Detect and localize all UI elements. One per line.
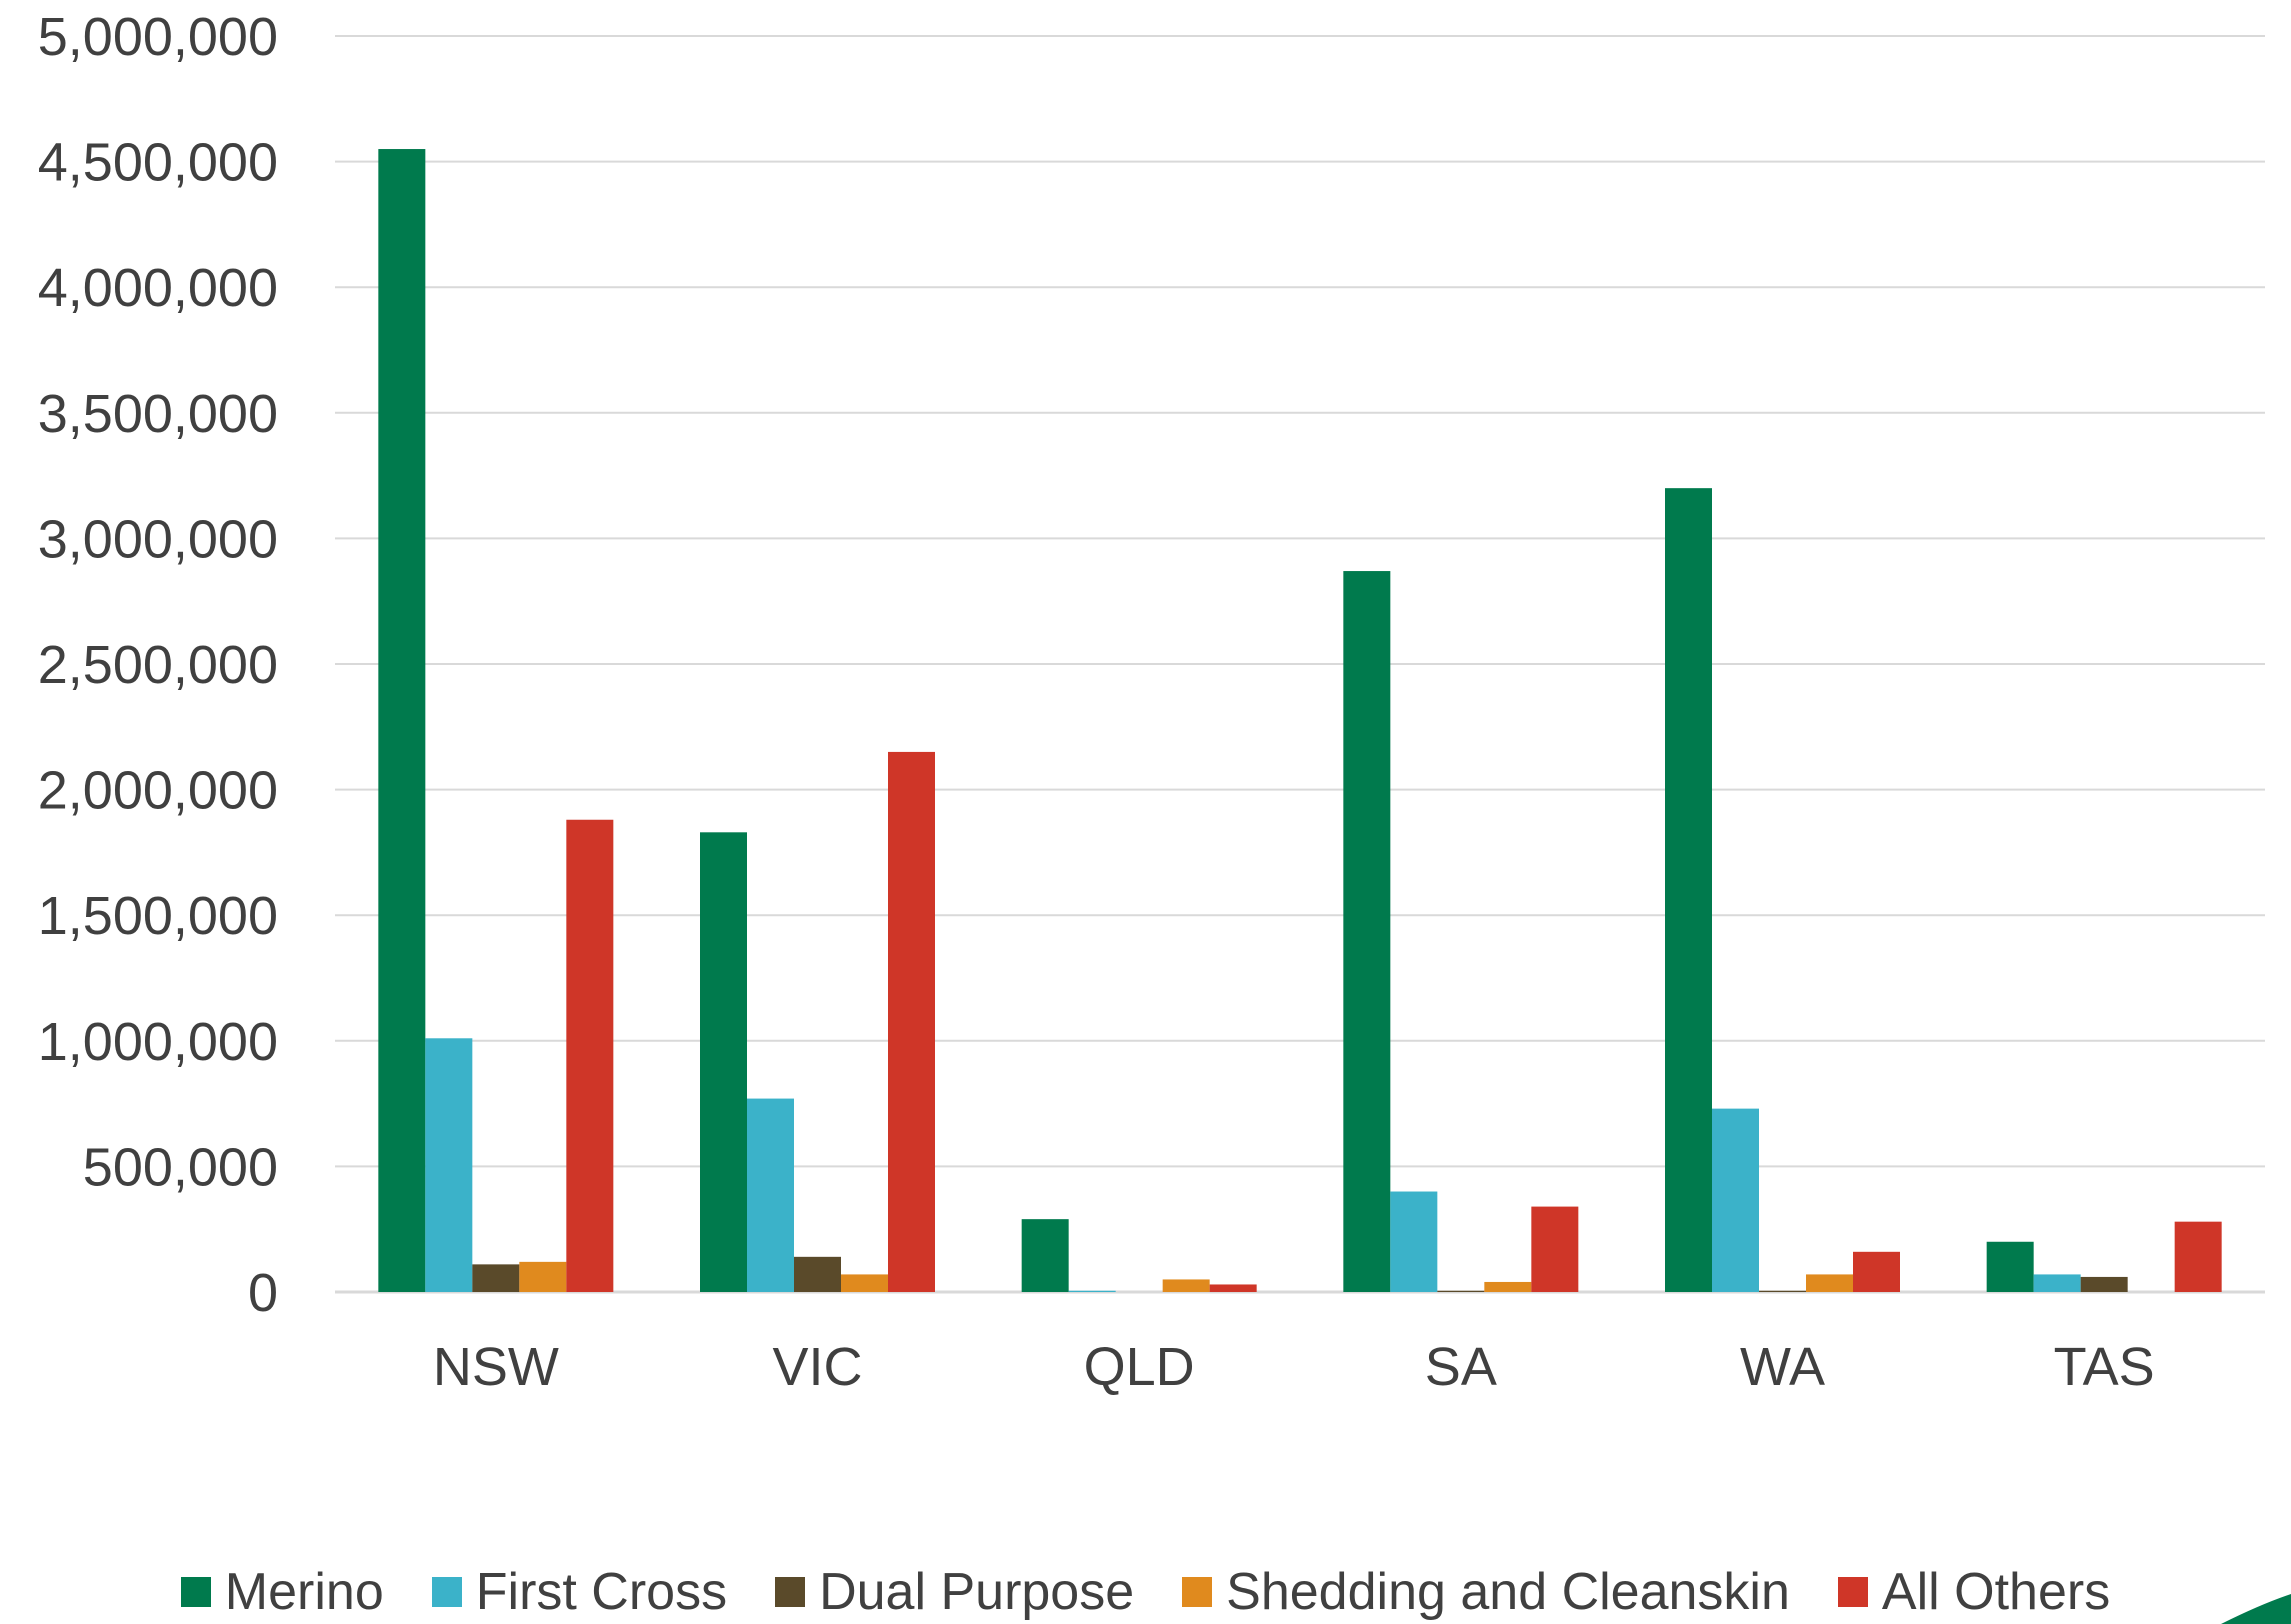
bar-qld-shedding-and-cleanskin [1162, 1279, 1210, 1292]
bar-vic-first-cross [747, 1098, 794, 1292]
bar-wa-shedding-and-cleanskin [1806, 1274, 1853, 1292]
legend-swatch [180, 1577, 211, 1607]
x-tick-label: TAS [2054, 1337, 2155, 1397]
corner-accent-shape [2221, 1594, 2291, 1624]
y-tick-label: 3,500,000 [38, 384, 278, 444]
bar-vic-all-others [888, 751, 935, 1292]
bar-tas-first-cross [2033, 1274, 2081, 1292]
x-axis-ticks: NSW VIC QLD SA WA TAS [433, 1337, 2155, 1397]
bar-qld-first-cross [1068, 1290, 1116, 1292]
bar-wa-first-cross [1712, 1108, 1759, 1292]
bar-sa-first-cross [1390, 1191, 1438, 1292]
bar-qld-all-others [1209, 1284, 1257, 1292]
x-tick-label: QLD [1084, 1337, 1195, 1397]
y-tick-label: 2,000,000 [38, 761, 278, 821]
bar-wa-dual-purpose [1759, 1290, 1806, 1292]
bar-nsw-all-others [566, 819, 614, 1292]
x-tick-label: NSW [433, 1337, 559, 1397]
y-tick-label: 5,000,000 [38, 7, 278, 67]
legend-item: Shedding and Cleanskin [1182, 1562, 1790, 1622]
legend-item: First Cross [431, 1562, 728, 1622]
bar-qld-merino [1021, 1219, 1069, 1292]
legend-label: All Others [1881, 1563, 2111, 1621]
bar-tas-dual-purpose [2080, 1276, 2128, 1292]
legend-swatch [775, 1577, 806, 1607]
bar-tas-all-others [2174, 1221, 2222, 1292]
legend-item: Merino [180, 1562, 384, 1622]
bar-nsw-first-cross [425, 1038, 473, 1292]
x-tick-label: VIC [772, 1337, 862, 1397]
x-tick-label: SA [1425, 1337, 1497, 1397]
bar-nsw-dual-purpose [472, 1264, 520, 1292]
bars [378, 149, 2222, 1292]
bar-sa-merino [1343, 571, 1391, 1292]
y-tick-label: 2,500,000 [38, 635, 278, 695]
gridlines [335, 35, 2265, 1294]
bar-tas-merino [1986, 1241, 2034, 1292]
legend-swatch [1837, 1577, 1868, 1607]
bar-wa-merino [1665, 488, 1712, 1292]
y-tick-label: 1,000,000 [38, 1012, 278, 1072]
bar-vic-shedding-and-cleanskin [841, 1274, 888, 1292]
bar-vic-merino [700, 832, 747, 1292]
bar-nsw-merino [378, 149, 426, 1292]
bar-sa-dual-purpose [1437, 1290, 1485, 1292]
legend-item: Dual Purpose [775, 1562, 1134, 1622]
legend-label: Shedding and Cleanskin [1226, 1563, 1790, 1621]
legend-label: Merino [224, 1563, 384, 1621]
legend-item: All Others [1837, 1562, 2111, 1622]
legend-label: Dual Purpose [819, 1563, 1135, 1621]
bar-vic-dual-purpose [794, 1256, 841, 1292]
y-tick-label: 1,500,000 [38, 886, 278, 946]
y-tick-label: 500,000 [83, 1137, 278, 1197]
y-tick-label: 0 [248, 1263, 278, 1323]
y-tick-label: 4,000,000 [38, 258, 278, 318]
legend-swatch [1182, 1577, 1213, 1607]
legend-swatch [431, 1577, 462, 1607]
bar-sa-all-others [1531, 1206, 1579, 1292]
bar-nsw-shedding-and-cleanskin [519, 1261, 567, 1292]
bar-wa-all-others [1853, 1251, 1900, 1292]
bar-sa-shedding-and-cleanskin [1484, 1281, 1532, 1292]
legend-label: First Cross [475, 1563, 728, 1621]
y-tick-label: 3,000,000 [38, 509, 278, 569]
y-axis-ticks: 0 500,000 1,000,000 1,500,000 2,000,000 2,500… [38, 7, 278, 1323]
bar-chart: 0 500,000 1,000,000 1,500,000 2,000,000 2,500… [38, 7, 2265, 1397]
x-tick-label: WA [1740, 1337, 1825, 1397]
y-tick-label: 4,500,000 [38, 133, 278, 193]
legend: Merino First Cross Dual Purpose Shedding an… [0, 1560, 2291, 1624]
